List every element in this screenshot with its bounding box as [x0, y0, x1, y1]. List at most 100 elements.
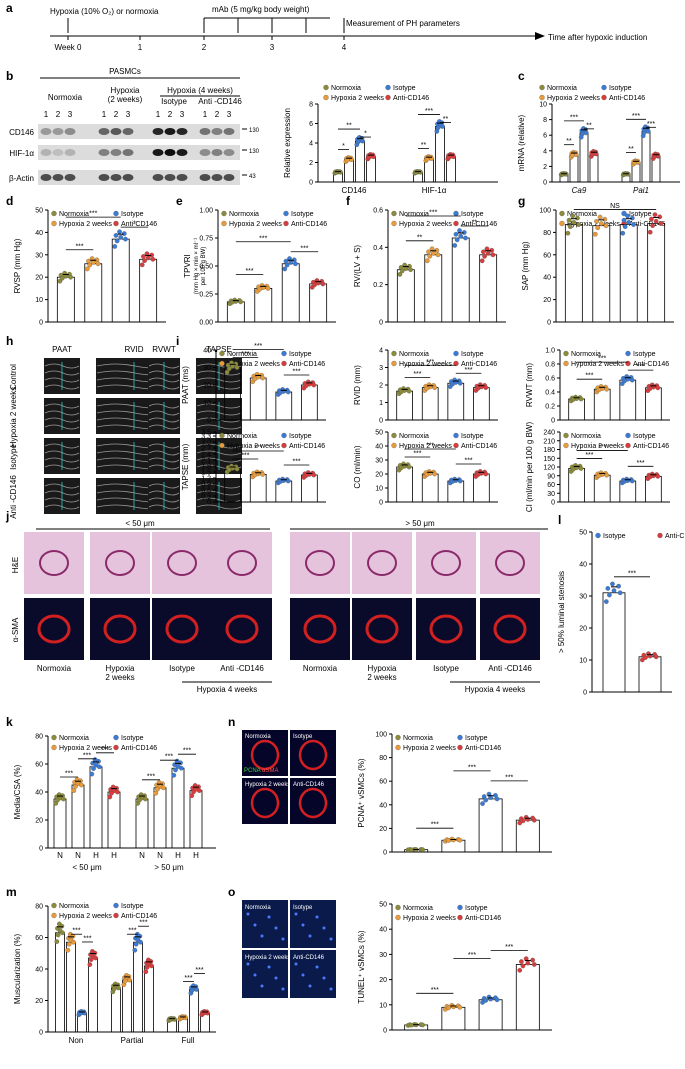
o-point — [525, 960, 531, 966]
blot-lane-number: 3 — [227, 110, 232, 119]
m-point — [127, 977, 132, 983]
i1-point — [226, 366, 232, 372]
y-tick-label: 20 — [375, 472, 383, 479]
o-if-image — [242, 900, 288, 948]
e-point — [257, 286, 263, 292]
i5-legend-marker — [391, 442, 397, 449]
echo-texture — [196, 504, 242, 510]
panel-label-g: g — [518, 194, 525, 208]
k-point — [179, 765, 184, 771]
n-legend-marker — [395, 734, 401, 741]
f-point — [490, 252, 496, 258]
i1-bar — [249, 377, 267, 421]
i2-point — [398, 389, 404, 395]
y-tick-label: 40 — [203, 348, 211, 355]
i4-sig-label: *** — [254, 445, 262, 452]
histology-h4-label: Hypoxia 4 weeks — [197, 685, 257, 694]
blot-band — [223, 174, 235, 181]
histology-caption: Anti -CD146 — [488, 664, 532, 673]
echo-texture — [44, 450, 80, 456]
m-point — [143, 969, 149, 975]
i2-point — [483, 385, 489, 390]
y-tick-label: 0 — [547, 320, 551, 327]
i4-sig-label: *** — [292, 459, 300, 466]
blot-lane-number: 3 — [126, 110, 131, 119]
i6-legend-label: Hypoxia 2 weeks — [571, 443, 624, 450]
y-tick-label: 40 — [379, 927, 387, 934]
y-tick-label: 100 — [539, 208, 551, 215]
l-bar — [602, 592, 626, 693]
g-point — [567, 224, 573, 230]
i3-bar — [619, 379, 637, 421]
c-legend-marker — [601, 94, 607, 101]
echo-texture — [148, 417, 180, 423]
echo-texture — [148, 403, 180, 409]
i1-point — [303, 383, 309, 389]
i2-legend-label: Anti-CD146 — [461, 361, 497, 368]
m-point — [132, 947, 138, 953]
n-legend-label: Isotype — [465, 735, 488, 742]
o-legend-marker — [457, 904, 463, 911]
o-nucleus — [294, 912, 298, 916]
echo-texture — [44, 443, 80, 449]
c-sig-label: ** — [586, 122, 592, 129]
k-x-label: H — [193, 851, 199, 860]
i6-sig-label: *** — [636, 460, 644, 467]
blot-lane-number: 2 — [215, 110, 220, 119]
d-legend-marker — [113, 210, 119, 217]
k-bar — [89, 766, 103, 849]
m-point — [59, 923, 65, 929]
echo-row-label: Anti -CD146 — [9, 475, 18, 519]
panel-label-n: n — [228, 715, 235, 729]
f-point — [453, 231, 459, 237]
histology-asma-vessel — [225, 614, 259, 644]
f-point — [482, 253, 487, 259]
c-legend-marker — [601, 84, 607, 91]
y-tick-label: 40 — [375, 444, 383, 451]
n-legend-label: Hypoxia 2 weeks — [403, 745, 456, 752]
y-tick-label: 30 — [35, 252, 43, 259]
c-point — [621, 172, 627, 177]
y-tick-label: 2.4 — [201, 452, 211, 459]
histology-he-vessel — [227, 550, 257, 576]
blot-band — [122, 174, 134, 181]
f-point — [454, 237, 460, 243]
blot-band — [110, 174, 122, 181]
g-point — [631, 222, 636, 227]
y-axis-label: Media/CSA (%) — [13, 764, 22, 819]
i2-legend-label: Hypoxia 2 weeks — [399, 361, 452, 368]
k-sig-label: *** — [83, 752, 91, 759]
f-legend-marker — [391, 220, 397, 227]
c-point — [569, 152, 575, 158]
n-legend-marker — [395, 744, 401, 751]
n-sig-label: *** — [505, 774, 513, 781]
b-legend-label: Isotype — [393, 85, 416, 92]
k-bar — [135, 798, 149, 849]
g-legend-marker — [621, 210, 627, 217]
d-point — [68, 274, 73, 280]
histology-caption: Anti -CD146 — [220, 664, 264, 673]
l-legend-marker — [657, 532, 663, 539]
l-point — [603, 599, 609, 604]
k-point — [197, 788, 202, 793]
o-if-image — [290, 900, 336, 948]
c-point — [651, 154, 657, 160]
timeline-week-label: 4 — [342, 43, 347, 52]
m-legend-marker — [113, 912, 119, 919]
e-point — [283, 258, 289, 264]
i4-legend-marker — [219, 442, 225, 449]
y-tick-label: 40 — [543, 275, 551, 282]
k-legend-label: Normoxia — [59, 735, 89, 742]
blot-lane-number: 3 — [180, 110, 185, 119]
n-legend-label: Anti-CD146 — [465, 745, 501, 752]
y-axis-label: RV/(LV + S) — [353, 245, 362, 288]
m-legend-marker — [51, 902, 57, 909]
i6-point — [622, 479, 627, 484]
c-legend-marker — [539, 94, 545, 101]
o-nucleus — [260, 984, 264, 988]
m-sig-label: *** — [83, 935, 91, 942]
blot-row-label: HIF-1α — [9, 149, 34, 158]
b-sig-label: * — [364, 131, 367, 138]
m-sig-label: *** — [184, 975, 192, 982]
panel-label-l: l — [558, 513, 561, 527]
